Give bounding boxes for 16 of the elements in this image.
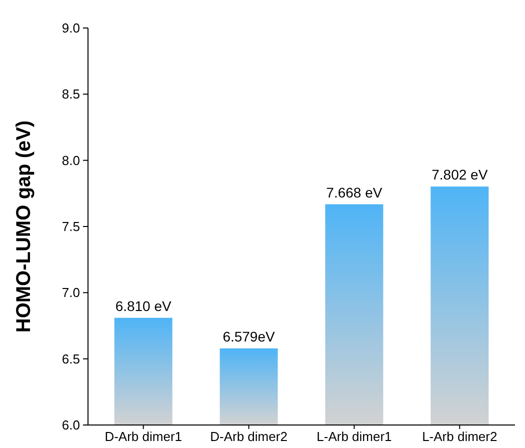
data-label: 6.579eV: [222, 328, 276, 344]
y-tick-label: 9.0: [62, 20, 80, 36]
y-tick-label: 6.0: [62, 418, 80, 433]
y-tick-label: 8.0: [62, 152, 80, 168]
data-label: 7.802 eV: [432, 166, 488, 183]
y-tick-label: 7.5: [62, 219, 80, 234]
y-tick-label: 8.5: [62, 86, 80, 102]
x-tick-label: L-Arb dimer1: [316, 429, 392, 444]
data-label: 7.668 eV: [326, 184, 383, 200]
y-tick-label: 7.0: [62, 285, 80, 300]
x-tick-label: D-Arb dimer2: [210, 429, 288, 444]
data-label: 6.810 eV: [115, 298, 172, 314]
x-tick-label: L-Arb dimer2: [422, 429, 498, 444]
y-tick-label: 6.5: [62, 351, 80, 366]
x-tick-label: D-Arb dimer1: [104, 429, 182, 444]
y-axis-title: HOMO-LUMO gap (eV): [13, 120, 35, 333]
